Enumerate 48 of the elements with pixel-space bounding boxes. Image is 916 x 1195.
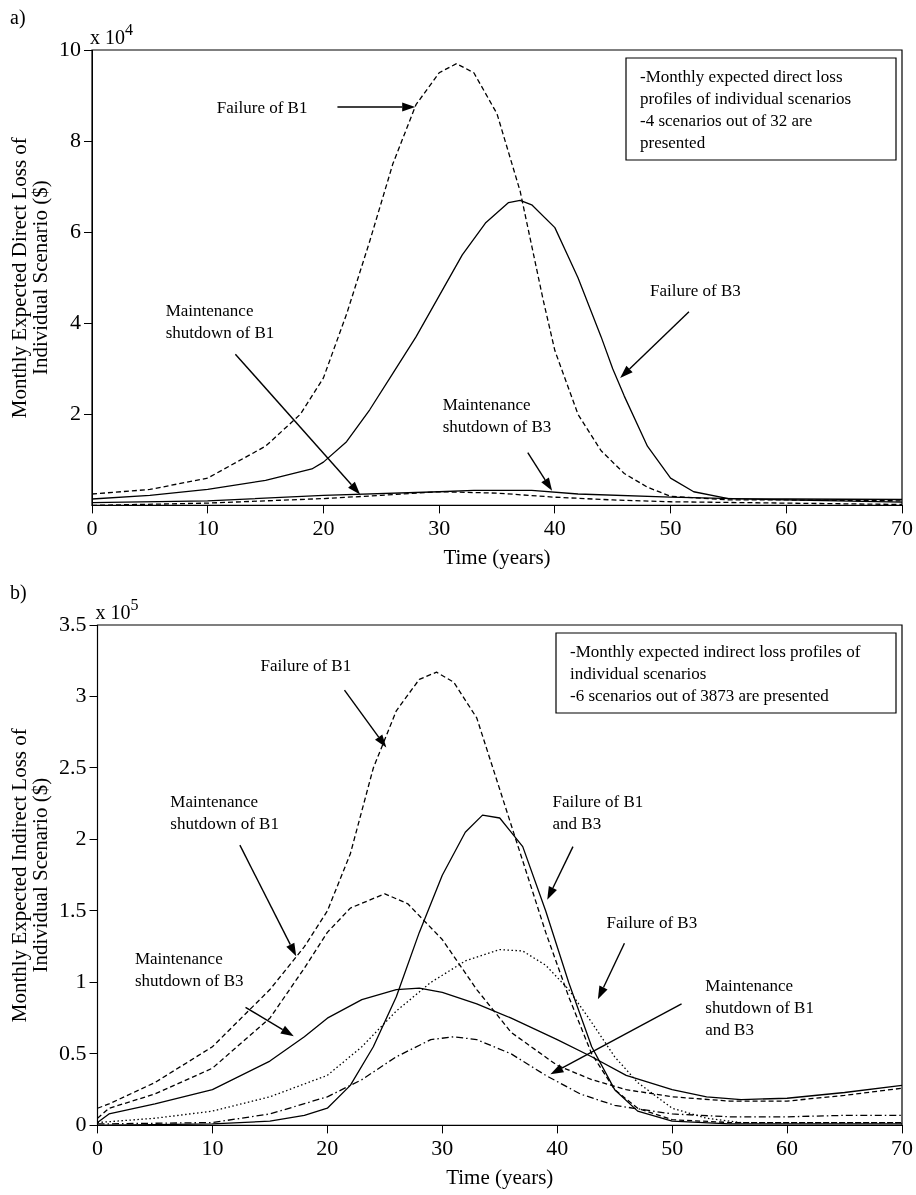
annotation: Maintenance shutdown of B3 — [134, 949, 244, 991]
annotation: -Monthly expected indirect loss profiles of individual scenarios — [570, 642, 861, 683]
x-tick-label: 0 — [92, 1135, 103, 1161]
x-axis-title: Time (years) — [446, 1164, 554, 1189]
chart-title: b) — [10, 581, 27, 604]
x-tick-label: 50 — [659, 515, 682, 541]
y-tick-label: 1.5 — [59, 896, 87, 922]
annotation: Failure of B3 — [650, 280, 741, 300]
x-tick-label: 40 — [546, 1135, 569, 1161]
chart-title: a) — [10, 6, 26, 29]
x-tick-label: 10 — [196, 515, 219, 541]
annotation: -Monthly expected direct loss profiles of individual scenarios — [640, 67, 852, 108]
x-tick-label: 20 — [312, 515, 335, 541]
x-tick-label: 70 — [891, 515, 913, 541]
x-tick-label: 60 — [776, 1135, 799, 1161]
annotation: Maintenance shutdown of B3 — [442, 395, 552, 437]
annotation: -4 scenarios out of 32 are presented — [640, 111, 813, 152]
x-axis-title: Time (years) — [443, 544, 551, 569]
annotation: Failure of B3 — [606, 913, 698, 933]
annotation: Maintenance shutdown of B1 — [165, 300, 275, 342]
y-tick-label: 2.5 — [59, 753, 87, 779]
x-tick-label: 20 — [316, 1135, 339, 1161]
x-tick-label: 60 — [775, 515, 798, 541]
y-axis-title: Monthly Expected Direct Loss of Individual Scenario ($) — [7, 137, 53, 419]
y-axis-title: Monthly Expected Indirect Loss of Individual Scenario ($) — [7, 728, 53, 1023]
y-tick-label: 0.5 — [59, 1039, 87, 1065]
y-tick-label: 8 — [70, 126, 81, 152]
annotation: Failure of B1 and B3 — [552, 791, 644, 833]
x-tick-label: 10 — [201, 1135, 224, 1161]
y-tick-label: 1 — [75, 968, 87, 994]
y-tick-label: 3.5 — [59, 610, 87, 636]
y-tick-label: 2 — [70, 400, 81, 426]
y-tick-label: 2 — [75, 825, 87, 851]
annotation: -6 scenarios out of 3873 are presented — [570, 686, 830, 705]
annotation: Failure of B1 — [260, 656, 352, 676]
y-tick-label: 0 — [75, 1111, 87, 1137]
annotation: Maintenance shutdown of B1 and B3 — [705, 976, 814, 1040]
annotation: Failure of B1 — [216, 97, 308, 117]
x-tick-label: 70 — [891, 1135, 913, 1161]
y-tick-label: 10 — [59, 35, 81, 61]
y-tick-label: 6 — [70, 217, 81, 243]
y-tick-label: 4 — [70, 309, 81, 335]
x-tick-label: 30 — [431, 1135, 454, 1161]
x-tick-label: 50 — [661, 1135, 684, 1161]
x-tick-label: 30 — [428, 515, 451, 541]
y-tick-label: 3 — [75, 682, 87, 708]
annotation: Maintenance shutdown of B1 — [170, 791, 279, 833]
x-tick-label: 40 — [543, 515, 566, 541]
